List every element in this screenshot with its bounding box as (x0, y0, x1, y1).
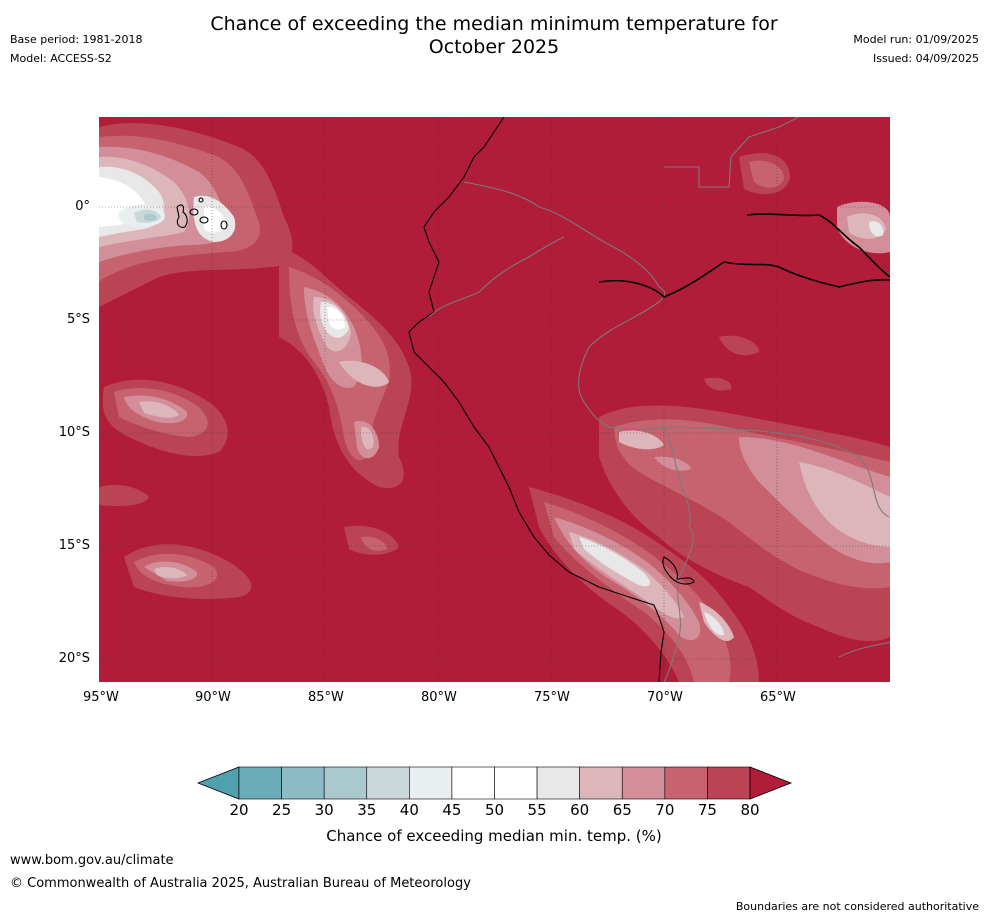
colorbar-cell (536, 766, 580, 800)
lat-tick-10s: 10°S (58, 425, 90, 440)
colorbar-cell (238, 766, 282, 800)
colorbar-tick-label: 30 (314, 801, 334, 819)
colorbar-tick-label: 50 (484, 801, 505, 819)
model-name: Model: ACCESS-S2 (10, 52, 112, 65)
colorbar-cell (451, 766, 495, 800)
colorbar-tick-label: 55 (527, 801, 547, 819)
colorbar-label: Chance of exceeding median min. temp. (%… (326, 827, 662, 845)
colorbar-tick-label: 80 (740, 801, 760, 819)
disclaimer: Boundaries are not considered authoritat… (735, 900, 979, 913)
country-borders (428, 117, 890, 682)
colorbar-cell (707, 766, 751, 800)
lon-tick-85w: 85°W (308, 690, 344, 705)
offshore-plume (279, 247, 412, 488)
colorbar-tick-label: 70 (655, 801, 675, 819)
colorbar-cell (579, 766, 623, 800)
footer-url[interactable]: www.bom.gov.au/climate (10, 853, 174, 868)
colorbar-tick-label: 75 (697, 801, 717, 819)
colorbar-tick-label: 25 (272, 801, 292, 819)
colorbar-tick-label: 40 (399, 801, 419, 819)
colorbar-cell (281, 766, 325, 800)
colorbar-tick-label: 60 (570, 801, 590, 819)
colorbar-cell (366, 766, 410, 800)
amazon-river (598, 261, 890, 298)
model-run: Model run: 01/09/2025 (853, 33, 979, 46)
map-title: Chance of exceeding the median minimum t… (0, 13, 988, 59)
base-period: Base period: 1981-2018 (10, 33, 143, 46)
lake-titicaca (662, 556, 695, 585)
colorbar (196, 766, 793, 800)
colorbar-extend-high (749, 766, 793, 800)
colorbar-cell (621, 766, 666, 800)
graticule (99, 117, 890, 682)
copyright: © Commonwealth of Australia 2025, Austra… (10, 876, 471, 891)
lat-tick-5s: 5°S (66, 312, 90, 327)
lon-tick-95w: 95°W (83, 690, 119, 705)
river-upper (746, 213, 890, 278)
colorbar-cell (323, 766, 368, 800)
colorbar-cell (494, 766, 538, 800)
lat-tick-20s: 20°S (58, 651, 90, 666)
colorbar-tick-label: 45 (442, 801, 462, 819)
lon-tick-75w: 75°W (534, 690, 570, 705)
probability-map (99, 117, 890, 682)
colorbar-cell (409, 766, 453, 800)
colorbar-tick-label: 65 (612, 801, 632, 819)
galapagos-islands (176, 197, 228, 230)
colorbar-cell (664, 766, 708, 800)
galapagos-region (99, 123, 890, 307)
coastline (408, 117, 665, 682)
colorbar-tick-label: 20 (229, 801, 249, 819)
colorbar-cells (238, 766, 751, 800)
patch-west-8s (99, 379, 228, 507)
title-line-2: October 2025 (428, 36, 560, 58)
lat-tick-15s: 15°S (58, 538, 90, 553)
patch-west-16s (124, 525, 399, 599)
lat-tick-0: 0° (75, 199, 90, 214)
lon-tick-65w: 65°W (760, 690, 796, 705)
lon-tick-80w: 80°W (421, 690, 457, 705)
title-line-1: Chance of exceeding the median minimum t… (210, 13, 778, 35)
lon-tick-90w: 90°W (195, 690, 231, 705)
issued-date: Issued: 04/09/2025 (872, 52, 979, 65)
colorbar-tick-label: 35 (357, 801, 377, 819)
colorbar-extend-low (196, 766, 240, 800)
lon-tick-70w: 70°W (647, 690, 683, 705)
